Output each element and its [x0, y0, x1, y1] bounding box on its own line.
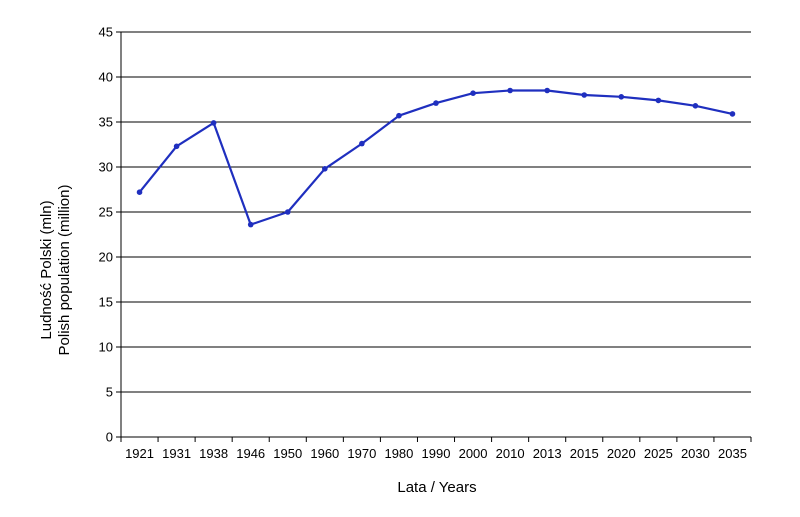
y-tick-labels: 0 5 10 15 20 25 30 35 40 45 [99, 25, 113, 445]
x-tick-label: 2025 [644, 446, 673, 461]
data-point-2000 [470, 90, 476, 96]
x-tick-label: 1950 [273, 446, 302, 461]
x-tick-label: 1960 [310, 446, 339, 461]
y-axis-title-line-2: Polish population (million) [56, 185, 73, 356]
data-point-2015 [581, 92, 588, 98]
y-tick-label: 5 [106, 385, 113, 400]
x-tick-labels: 1921 1931 1938 1946 1950 1960 1970 1980 1990 2000… [125, 446, 747, 461]
x-tick-label: 2000 [459, 446, 488, 461]
y-tick-label: 45 [99, 25, 113, 40]
x-tick-label: 1980 [384, 446, 413, 461]
series [136, 87, 736, 228]
y-tick-label: 15 [99, 295, 113, 310]
gridlines [121, 31, 751, 393]
data-point-1950 [284, 209, 291, 215]
x-tick-label: 1938 [199, 446, 228, 461]
data-point-2010 [507, 87, 513, 94]
x-tick-label: 2035 [718, 446, 747, 461]
y-tick-label: 10 [99, 340, 113, 355]
x-tick-label: 2013 [533, 446, 562, 461]
x-tick-label: 1921 [125, 446, 154, 461]
data-point-2013 [544, 87, 550, 94]
data-point-2025 [655, 97, 662, 104]
data-point-1946 [247, 221, 254, 228]
y-tick-label: 30 [99, 160, 113, 175]
series-line [138, 89, 733, 226]
x-tick-label: 2020 [607, 446, 636, 461]
data-point-2020 [618, 94, 625, 100]
data-point-1970 [359, 140, 365, 147]
data-point-1990 [433, 100, 439, 106]
data-point-1931 [173, 143, 180, 150]
data-point-2035 [729, 111, 736, 117]
data-point-1938 [210, 120, 217, 126]
y-tick-label: 35 [99, 115, 113, 130]
data-point-2030 [692, 103, 699, 109]
data-point-1960 [322, 166, 328, 172]
y-tick-label: 0 [106, 430, 113, 445]
x-tick-label: 2015 [570, 446, 599, 461]
x-tick-label: 1946 [236, 446, 265, 461]
y-tick-label: 25 [99, 205, 113, 220]
data-point-1921 [136, 189, 143, 195]
y-axis-title-line-1: Ludność Polski (mln) [38, 200, 55, 339]
x-axis-title: Lata / Years [397, 479, 476, 496]
x-tick-label: 1990 [422, 446, 451, 461]
data-point-1980 [396, 112, 402, 119]
x-tick-label: 2030 [681, 446, 710, 461]
y-tick-label: 20 [99, 250, 113, 265]
x-tick-label: 1970 [347, 446, 376, 461]
axes [116, 31, 752, 442]
x-tick-label: 2010 [496, 446, 525, 461]
y-tick-label: 40 [99, 70, 113, 85]
x-tick-label: 1931 [162, 446, 191, 461]
